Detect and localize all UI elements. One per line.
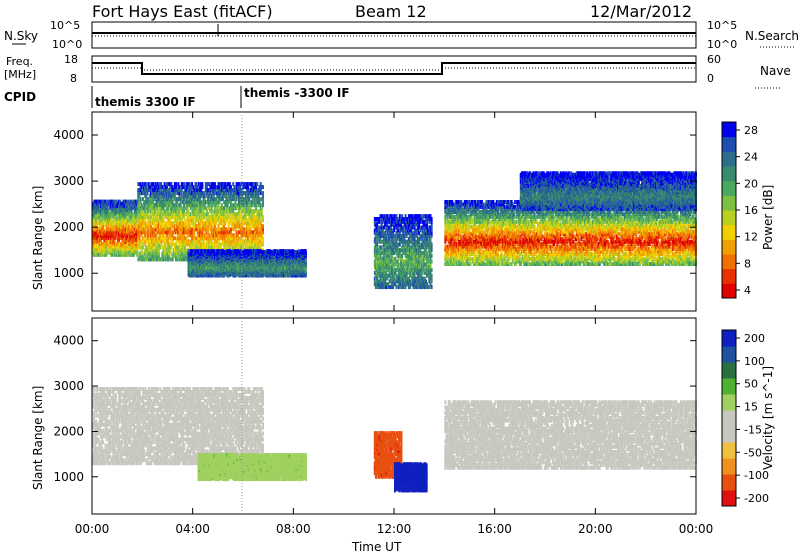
power-cell — [107, 251, 109, 255]
cpid-segment-1: themis 3300 IF — [95, 95, 196, 109]
freq-tick-top: 18 — [64, 53, 78, 66]
power-cell — [145, 182, 147, 186]
power-cell — [305, 249, 307, 253]
power-cell — [262, 185, 264, 189]
nsky-label: N.Sky — [4, 29, 38, 43]
nsky-tick-top: 10^5 — [50, 19, 80, 32]
freq-label: Freq. — [6, 55, 33, 68]
nsearch-tick-bottom: 10^0 — [707, 38, 737, 51]
date-title: 12/Mar/2012 — [590, 2, 692, 21]
power-cell — [188, 249, 190, 253]
freq-unit-label: [MHz] — [4, 68, 36, 81]
power-cell — [100, 219, 102, 223]
summary-plot: Fort Hays East (fitACF) Beam 12 12/Mar/2… — [0, 0, 800, 554]
power-cell — [256, 182, 258, 186]
nave-tick-top: 60 — [707, 53, 721, 66]
power-cell — [262, 215, 264, 219]
power-cell — [140, 197, 142, 201]
power-cell — [127, 219, 129, 223]
nave-tick-bottom: 0 — [707, 72, 714, 85]
cpid-label: CPID — [4, 90, 36, 104]
power-cell — [175, 182, 177, 186]
power-cell — [102, 225, 104, 229]
power-cell — [262, 236, 264, 240]
power-cell — [259, 197, 261, 201]
power-cell — [136, 253, 138, 257]
power-cell — [95, 221, 97, 225]
power-cell — [262, 191, 264, 195]
beam-title: Beam 12 — [355, 2, 427, 21]
power-cell — [111, 253, 113, 257]
power-cell — [201, 182, 203, 186]
nave-label: Nave — [760, 64, 791, 78]
station-title: Fort Hays East (fitACF) — [92, 2, 273, 21]
nsky-panel: N.Sky 10^5 10^0 10^5 10^0 N.Search — [4, 19, 799, 51]
cpid-segment-2: themis -3300 IF — [244, 86, 350, 100]
cpid-panel: CPID themis 3300 IF themis -3300 IF — [4, 86, 350, 109]
nsky-tick-bottom: 10^0 — [52, 38, 82, 51]
nsearch-label: N.Search — [745, 29, 799, 43]
power-cell — [214, 182, 216, 186]
freq-tick-bottom: 8 — [70, 72, 77, 85]
nsearch-tick-top: 10^5 — [707, 19, 737, 32]
power-cell — [107, 206, 109, 210]
freq-panel: Freq. [MHz] 18 8 60 0 Nave — [4, 53, 791, 88]
power-cell — [174, 236, 176, 240]
power-cell — [262, 224, 264, 228]
